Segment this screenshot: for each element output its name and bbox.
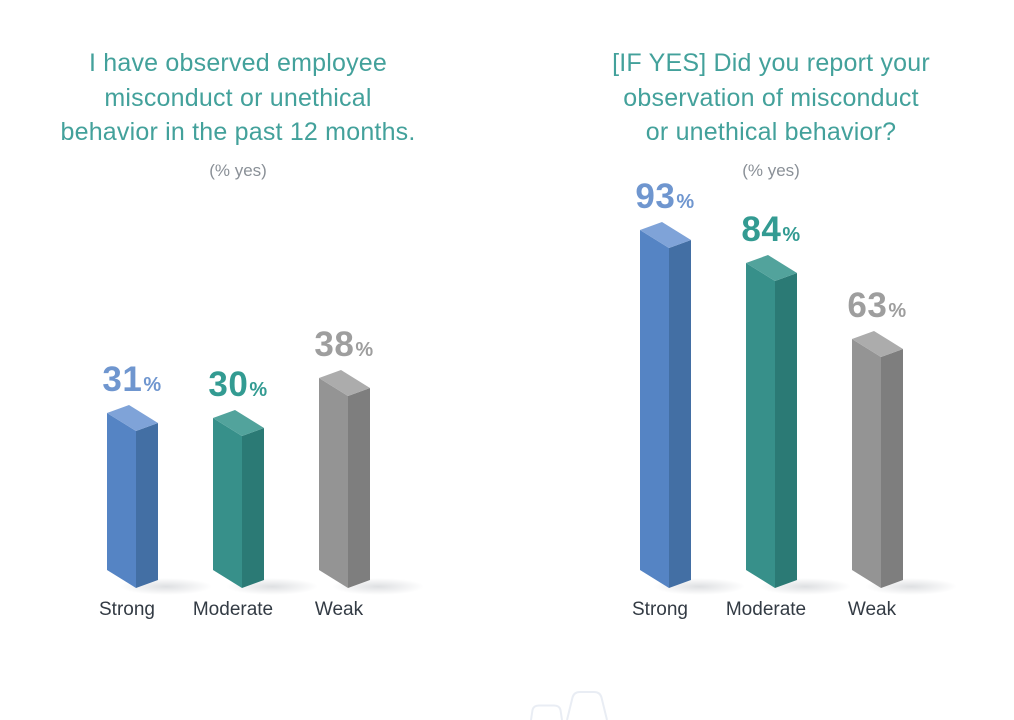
bar-top-face (745, 255, 797, 281)
value-percent-sign: % (782, 224, 801, 246)
value-number: 38 (314, 325, 355, 364)
value-label-strong: 31% (102, 360, 161, 400)
bar-weak (318, 370, 370, 588)
bar-front-face (745, 263, 775, 588)
value-number: 31 (102, 360, 143, 399)
value-label-moderate: 84% (741, 210, 800, 250)
value-percent-sign: % (676, 191, 695, 213)
bar-moderate (745, 255, 797, 588)
bars-area: 31% Strong 30% Moderate 38% Weak (79, 325, 424, 622)
bar-top-face (639, 222, 691, 248)
value-label-moderate: 30% (208, 365, 267, 405)
chart-title-line: misconduct or unethical (104, 83, 372, 112)
bar-front-face (106, 413, 136, 588)
value-label-strong: 93% (635, 177, 694, 217)
bar-group-weak: 38% Weak (291, 325, 424, 622)
value-number: 63 (847, 286, 888, 325)
bar-front-face (851, 339, 881, 588)
bar-top-face (318, 370, 370, 396)
category-label-strong: Strong (632, 599, 688, 620)
bar-front-face (318, 378, 348, 588)
faint-logo-outline-icon (530, 691, 608, 720)
chart-reported-misconduct: [IF YES] Did you report your observation… (571, 0, 971, 720)
category-label-weak: Weak (314, 599, 364, 620)
bar-front-face (639, 230, 669, 588)
bar-group-strong: 93% Strong (612, 177, 745, 622)
bar-group-weak: 63% Weak (824, 286, 957, 622)
chart-subtitle: (% yes) (209, 160, 267, 180)
value-label-weak: 38% (314, 325, 373, 365)
bar-front-face (212, 418, 242, 588)
value-percent-sign: % (355, 339, 374, 361)
value-percent-sign: % (888, 300, 907, 322)
bar-side-face (135, 423, 158, 588)
value-label-weak: 63% (847, 286, 906, 326)
bars-area: 93% Strong 84% Moderate 63% Weak (612, 177, 957, 622)
bar-strong (639, 222, 691, 588)
chart-title: I have observed employee misconduct or u… (38, 46, 438, 150)
chart-title-line: or unethical behavior? (645, 118, 897, 146)
bar-strong (106, 405, 158, 588)
category-label-weak: Weak (847, 599, 897, 620)
chart-title-line: I have observed employee (88, 49, 388, 77)
value-percent-sign: % (249, 379, 268, 401)
bar-group-strong: 31% Strong (79, 360, 212, 622)
value-number: 84 (741, 210, 782, 249)
value-number: 93 (635, 177, 676, 216)
bar-side-face (347, 388, 370, 588)
chart-observed-misconduct: I have observed employee misconduct or u… (38, 0, 438, 720)
bar-top-face (851, 331, 903, 357)
bar-group-moderate: 84% Moderate (718, 210, 851, 622)
bar-side-face (880, 349, 903, 588)
bar-moderate (212, 410, 264, 588)
bar-weak (851, 331, 903, 588)
value-percent-sign: % (143, 374, 162, 396)
chart-subtitle: (% yes) (742, 160, 800, 180)
category-label-moderate: Moderate (192, 599, 274, 620)
chart-title-line: behavior in the past 12 months. (60, 118, 416, 146)
chart-title-line: observation of misconduct (623, 83, 919, 112)
category-label-moderate: Moderate (725, 599, 807, 620)
category-label-strong: Strong (99, 599, 155, 620)
value-number: 30 (208, 365, 249, 404)
bar-side-face (241, 428, 264, 588)
bar-group-moderate: 30% Moderate (185, 365, 318, 622)
chart-title: [IF YES] Did you report your observation… (571, 46, 971, 150)
bar-side-face (668, 240, 691, 588)
chart-title-line: [IF YES] Did you report your (612, 49, 930, 77)
bar-side-face (774, 273, 797, 588)
bar-top-face (212, 410, 264, 436)
bar-top-face (106, 405, 158, 431)
